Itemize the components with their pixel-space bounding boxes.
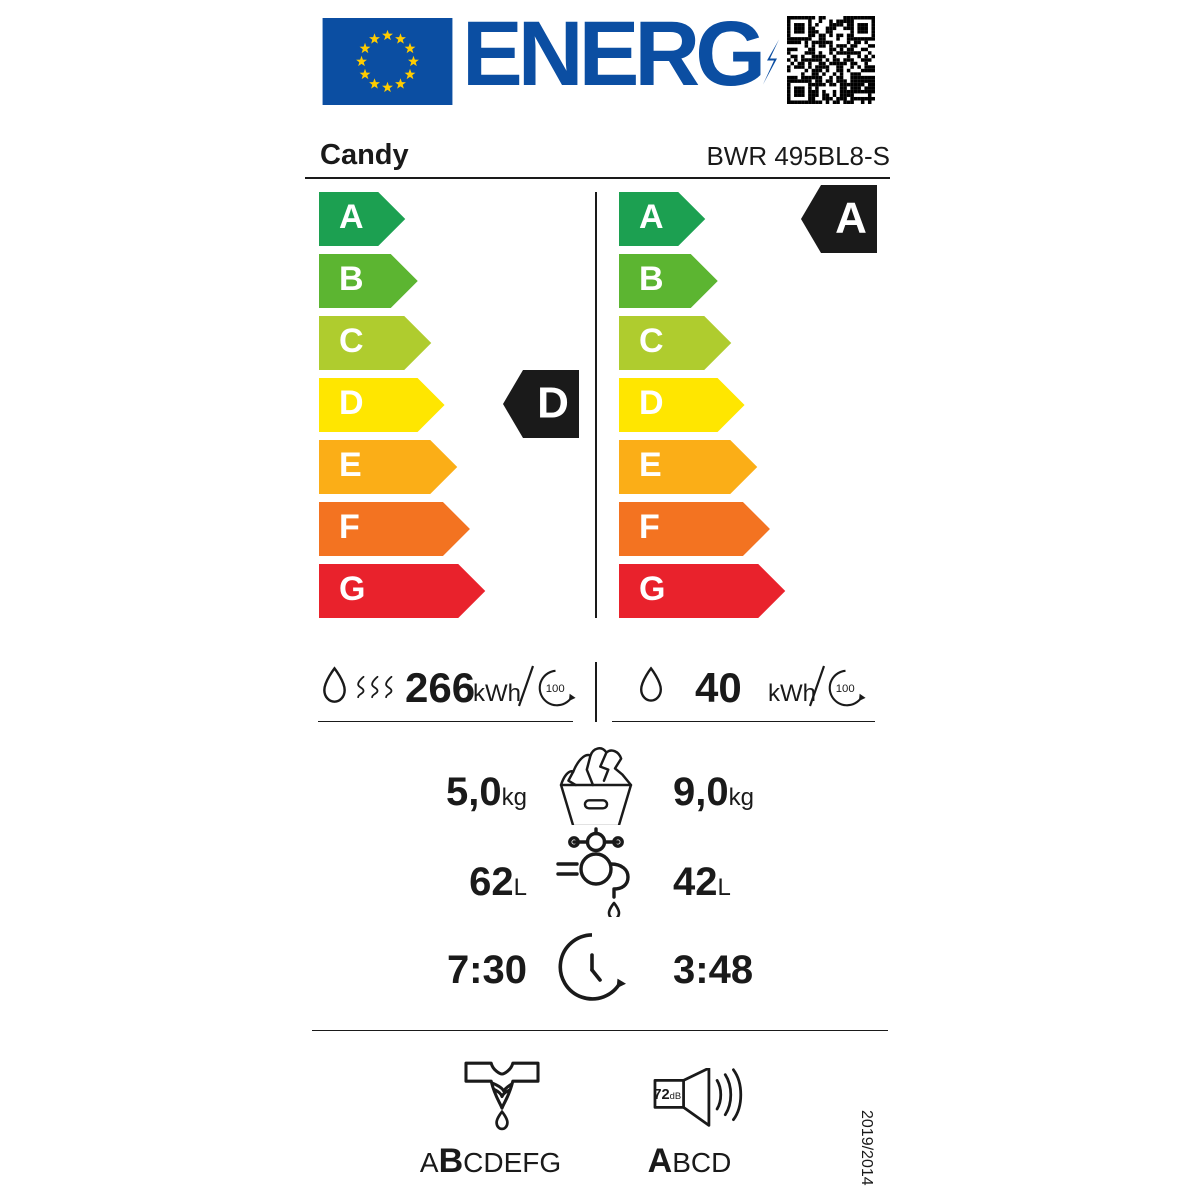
svg-text:G: G <box>339 570 365 608</box>
svg-text:E: E <box>639 446 662 484</box>
svg-text:F: F <box>339 508 360 546</box>
svg-text:C: C <box>339 322 364 360</box>
svg-text:D: D <box>537 379 569 428</box>
svg-text:G: G <box>639 570 665 608</box>
svg-text:B: B <box>639 260 664 298</box>
svg-text:B: B <box>339 260 364 298</box>
svg-text:A: A <box>339 198 364 236</box>
svg-text:A: A <box>835 194 867 243</box>
svg-text:100: 100 <box>836 683 855 695</box>
svg-text:D: D <box>639 384 664 422</box>
svg-text:D: D <box>339 384 364 422</box>
svg-text:F: F <box>639 508 660 546</box>
svg-text:E: E <box>339 446 362 484</box>
svg-text:72dB: 72dB <box>653 1087 681 1103</box>
svg-text:100: 100 <box>546 683 565 695</box>
svg-text:A: A <box>639 198 664 236</box>
svg-text:C: C <box>639 322 664 360</box>
